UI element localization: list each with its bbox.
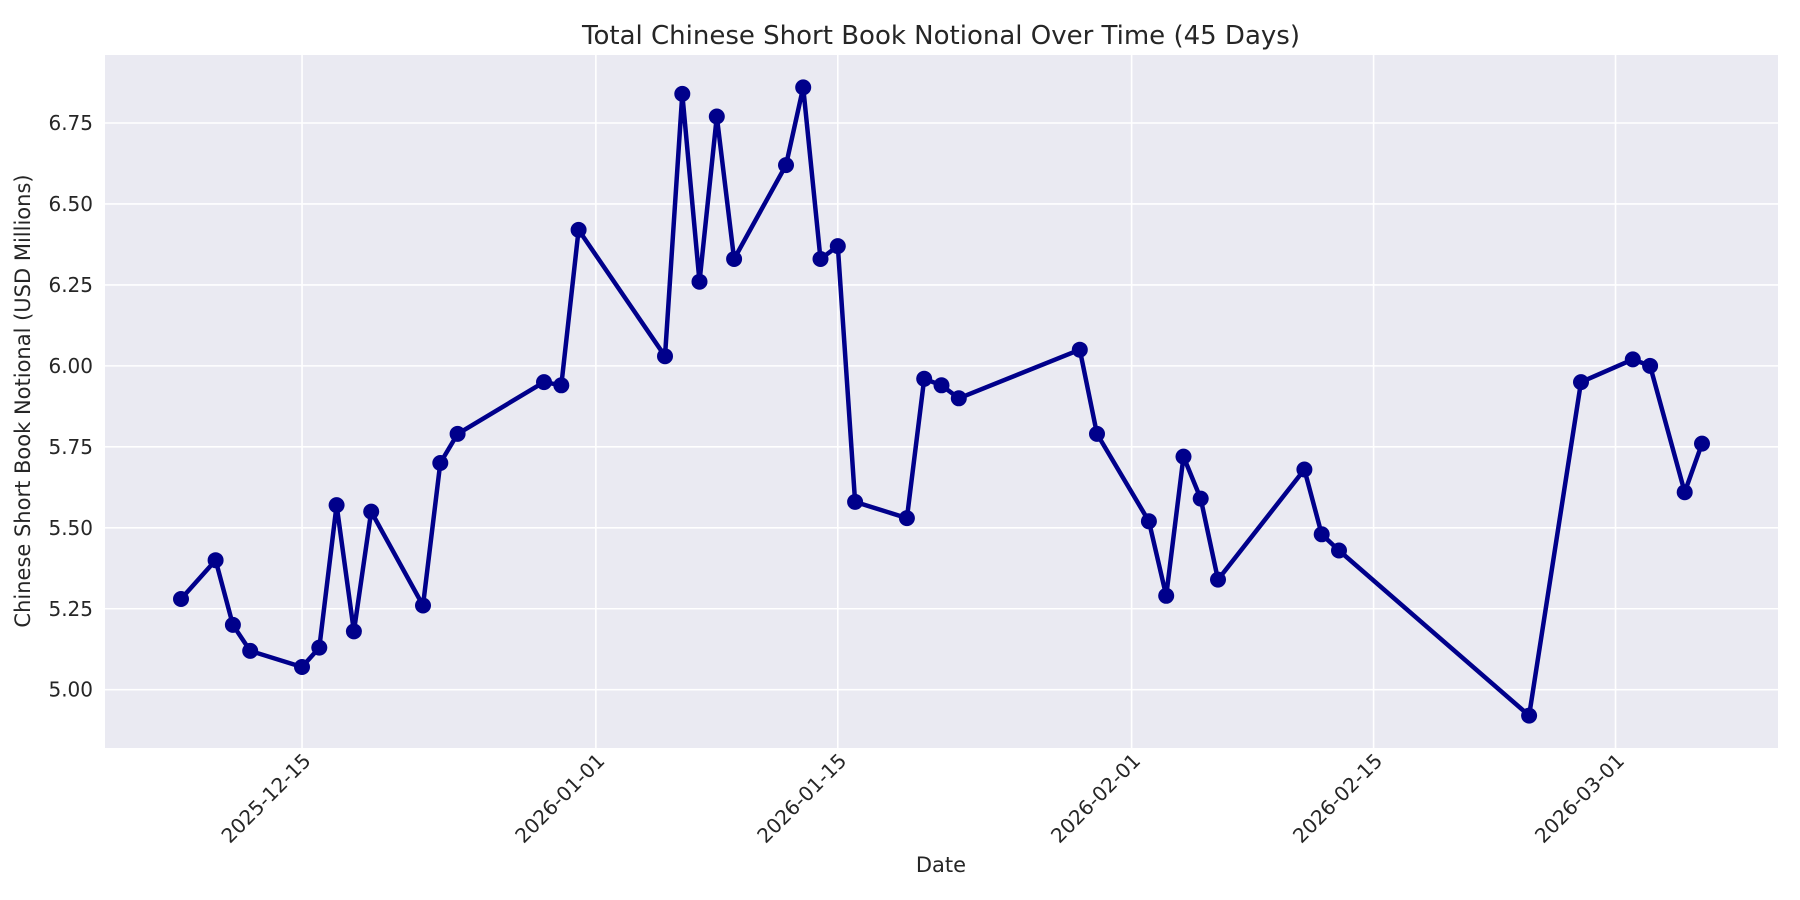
data-point	[898, 510, 915, 527]
y-tick-label: 6.75	[48, 111, 93, 135]
data-point	[1694, 435, 1710, 452]
data-point	[363, 503, 380, 520]
data-point	[829, 238, 846, 255]
y-axis-label: Chinese Short Book Notional (USD Million…	[11, 174, 35, 627]
data-point	[449, 425, 466, 442]
y-tick-label: 6.00	[48, 354, 93, 378]
y-tick-label: 6.50	[48, 192, 93, 216]
x-axis-tick-labels: 2025-12-15 2026-01-01 2026-01-15 2026-02-01…	[216, 749, 1629, 848]
x-tick-label: 2026-01-01	[510, 749, 609, 848]
data-point	[916, 370, 933, 387]
x-tick-label: 2026-01-15	[752, 749, 851, 848]
data-point	[415, 597, 431, 614]
data-point	[812, 251, 829, 267]
data-point-markers	[173, 79, 1710, 724]
x-tick-label: 2026-03-01	[1530, 749, 1629, 848]
data-point	[553, 377, 570, 394]
data-point	[1175, 448, 1192, 465]
y-tick-label: 5.50	[48, 516, 93, 540]
data-point	[173, 591, 189, 607]
data-point	[1331, 542, 1347, 559]
y-tick-label: 5.25	[48, 597, 93, 621]
data-point	[933, 377, 950, 394]
data-point	[207, 552, 224, 569]
data-point	[1158, 587, 1175, 604]
data-point	[691, 273, 708, 290]
x-tick-label: 2026-02-01	[1046, 749, 1145, 848]
data-point	[674, 85, 691, 102]
data-point	[328, 497, 345, 514]
y-tick-label: 5.00	[48, 678, 93, 702]
data-point	[1296, 461, 1313, 478]
data-point	[726, 251, 743, 267]
x-tick-label: 2026-02-15	[1288, 749, 1387, 848]
data-point	[1573, 374, 1589, 391]
data-point	[1313, 526, 1330, 543]
data-point	[778, 157, 794, 174]
data-point	[1521, 707, 1538, 724]
plot-area	[105, 55, 1778, 748]
data-point	[242, 642, 259, 659]
chart-title: Total Chinese Short Book Notional Over T…	[581, 21, 1300, 51]
data-point	[708, 108, 725, 125]
data-point	[570, 221, 587, 238]
data-point	[847, 493, 864, 510]
data-point	[1676, 484, 1693, 501]
data-point	[536, 374, 552, 391]
x-tick-label: 2025-12-15	[216, 749, 315, 848]
data-point	[1192, 490, 1209, 507]
data-point	[1140, 513, 1157, 530]
data-point	[1642, 357, 1659, 374]
data-point	[657, 348, 673, 365]
data-point	[1210, 571, 1226, 588]
data-point	[1089, 425, 1105, 442]
y-tick-label: 6.25	[48, 273, 93, 297]
x-axis-label: Date	[916, 853, 966, 877]
data-point	[795, 79, 812, 96]
data-point	[1624, 351, 1641, 368]
grid-lines	[105, 55, 1778, 748]
y-tick-label: 5.75	[48, 435, 93, 459]
y-axis-tick-labels: 5.00 5.25 5.50 5.75 6.00 6.25 6.50 6.75	[48, 111, 93, 702]
data-point	[311, 639, 328, 656]
data-point	[432, 455, 449, 471]
data-point	[224, 616, 241, 633]
data-point	[345, 623, 362, 640]
data-point	[294, 659, 310, 675]
data-point	[950, 390, 967, 407]
data-point	[1071, 341, 1088, 358]
